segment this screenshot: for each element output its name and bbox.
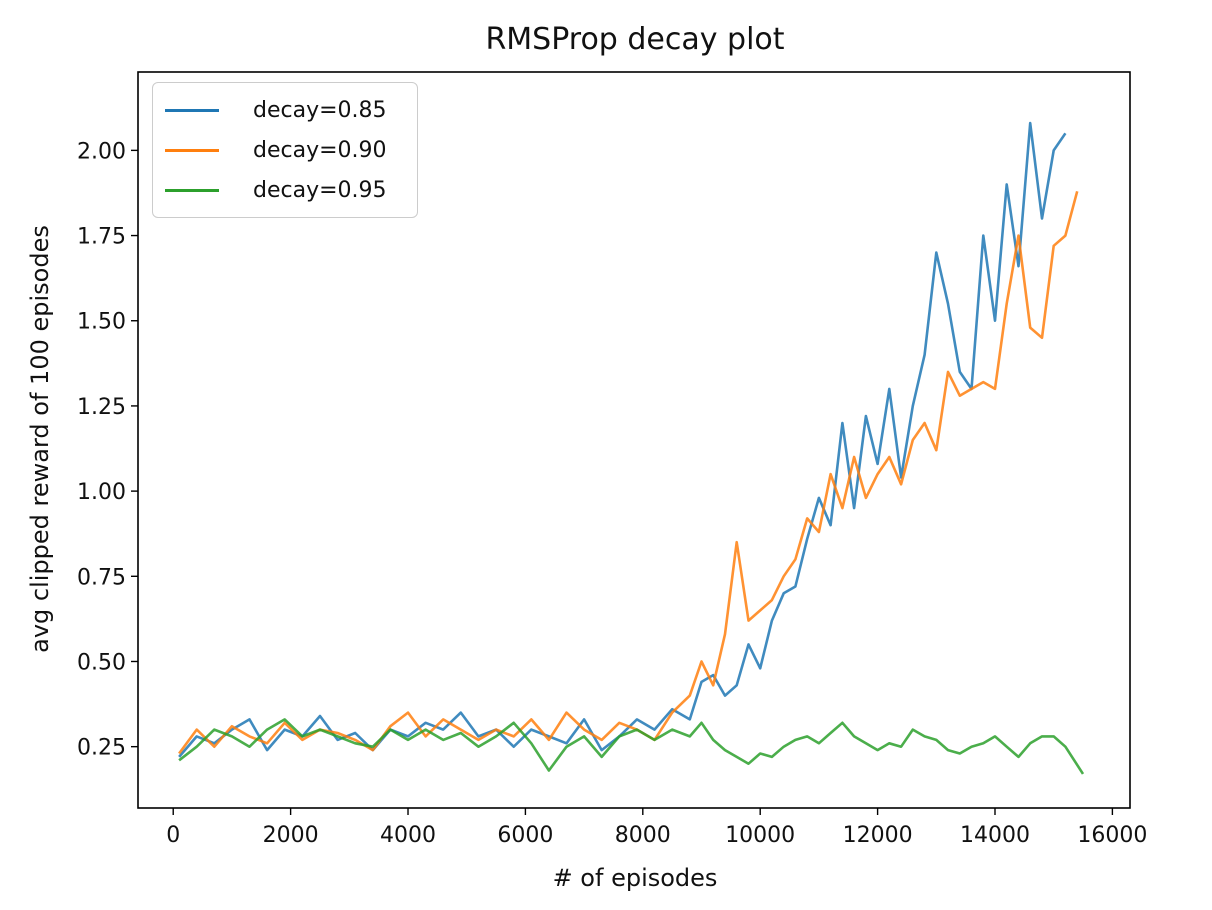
x-tick-label: 8000 xyxy=(615,823,671,848)
series-line-2 xyxy=(178,718,1085,775)
x-axis-label: # of episodes xyxy=(552,864,718,892)
y-tick-label: 1.25 xyxy=(77,395,126,420)
y-axis: 0.25 0.50 0.75 1.00 1.25 1.50 1.75 2.00 xyxy=(77,139,138,761)
y-tick-label: 1.75 xyxy=(77,225,126,250)
x-tick-label: 14000 xyxy=(960,823,1030,848)
legend-label-decay-095: decay=0.95 xyxy=(253,177,387,203)
x-axis: 0 2000 4000 6000 8000 10000 12000 14000 16000 xyxy=(166,808,1147,848)
legend-item-decay-090: decay=0.90 xyxy=(165,135,387,165)
legend-label-decay-090: decay=0.90 xyxy=(253,137,387,163)
legend-item-decay-085: decay=0.85 xyxy=(165,95,387,125)
plot-frame xyxy=(137,71,1131,809)
x-tick-label: 12000 xyxy=(843,823,913,848)
y-tick-label: 0.75 xyxy=(77,565,126,590)
x-tick-label: 2000 xyxy=(263,823,319,848)
series-layer xyxy=(178,121,1085,775)
series-line-0 xyxy=(178,121,1067,758)
x-tick-label: 6000 xyxy=(497,823,553,848)
legend-swatch-decay-095 xyxy=(165,188,219,192)
y-tick-label: 2.00 xyxy=(77,139,126,164)
y-tick-label: 1.00 xyxy=(77,480,126,505)
y-axis-label: avg clipped reward of 100 episodes xyxy=(26,225,54,653)
x-tick-label: 10000 xyxy=(725,823,795,848)
x-tick-label: 0 xyxy=(166,823,180,848)
y-tick-label: 0.50 xyxy=(77,650,126,675)
legend-item-decay-095: decay=0.95 xyxy=(165,175,387,205)
chart-title: RMSProp decay plot xyxy=(485,22,785,57)
y-tick-label: 0.25 xyxy=(77,736,126,761)
y-tick-label: 1.50 xyxy=(77,310,126,335)
x-tick-label: 16000 xyxy=(1077,823,1147,848)
legend: decay=0.85 decay=0.90 decay=0.95 xyxy=(152,82,418,218)
legend-label-decay-085: decay=0.85 xyxy=(253,97,387,123)
legend-swatch-decay-090 xyxy=(165,148,219,152)
x-tick-label: 4000 xyxy=(380,823,436,848)
legend-swatch-decay-085 xyxy=(165,108,219,112)
